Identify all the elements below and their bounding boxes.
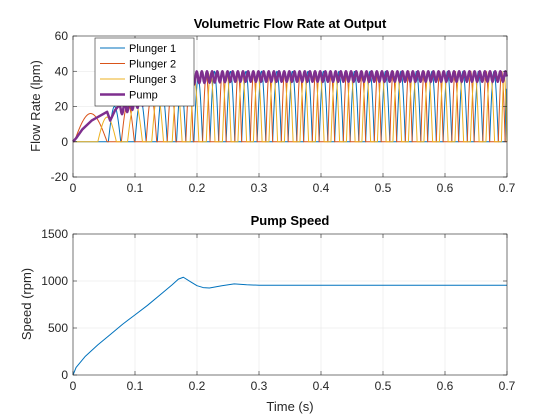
pump-speed-x-tick-label: 0.7	[499, 379, 516, 393]
flow-rate-x-tick-label: 0.2	[189, 181, 206, 195]
flow-rate-y-tick-label: 0	[61, 135, 68, 149]
pump-speed-y-tick-label: 1000	[41, 274, 68, 288]
flow-rate-legend: Plunger 1 Plunger 2 Plunger 3 Pump	[94, 37, 195, 107]
flow-rate-x-tick-label: 0.4	[313, 181, 330, 195]
flow-rate-y-axis-label: Flow Rate (lpm)	[28, 60, 43, 152]
flow-rate-y-tick-label: 40	[55, 64, 69, 78]
pump-speed-y-axis-label: Speed (rpm)	[19, 268, 34, 340]
pump-speed-title: Pump Speed	[251, 213, 330, 228]
flow-rate-x-tick-label: 0.6	[437, 181, 454, 195]
flow-rate-x-tick-label: 0.7	[499, 181, 516, 195]
pump-speed-ticks: 0 0.1 0.2 0.3 0.4 0.5 0.6 0.7 0 500 1000 1500	[41, 227, 515, 393]
pump-speed-series	[72, 276, 507, 376]
flow-rate-x-tick-label: 0	[70, 181, 77, 195]
flow-rate-y-tick-label: -20	[51, 170, 69, 184]
flow-rate-x-tick-label: 0.3	[251, 181, 268, 195]
pump-speed-plot-area	[73, 234, 507, 375]
pump-speed-axes-box	[72, 233, 508, 376]
flow-rate-title: Volumetric Flow Rate at Output	[194, 16, 387, 31]
flow-rate-y-tick-label: 60	[55, 29, 69, 43]
legend-label-plunger-2: Plunger 2	[129, 59, 176, 71]
legend-label-plunger-3: Plunger 3	[129, 74, 176, 86]
flow-rate-series-plunger-3	[73, 70, 508, 143]
pump-speed-y-tick-label: 1500	[41, 227, 68, 241]
pump-speed-x-tick-label: 0.5	[375, 379, 392, 393]
legend-label-plunger-1: Plunger 1	[129, 43, 176, 55]
pump-speed-series-line	[72, 276, 507, 376]
pump-speed-x-tick-label: 0.3	[251, 379, 268, 393]
pump-speed-y-tick-label: 500	[48, 321, 68, 335]
pump-speed-x-tick-label: 0	[70, 379, 77, 393]
pump-speed-x-tick-label: 0.6	[437, 379, 454, 393]
legend-label-pump: Pump	[129, 90, 158, 102]
flow-rate-x-tick-label: 0.1	[127, 181, 144, 195]
pump-speed-x-tick-label: 0.4	[313, 379, 330, 393]
pump-speed-y-tick-label: 0	[61, 368, 68, 382]
flow-rate-y-tick-label: 20	[55, 100, 69, 114]
pump-speed-x-tick-label: 0.1	[127, 379, 144, 393]
pump-speed-x-tick-label: 0.2	[189, 379, 206, 393]
x-axis-label: Time (s)	[266, 399, 313, 414]
pump-speed-axes: 0 0.1 0.2 0.3 0.4 0.5 0.6 0.7 0 500 1000 1500 Pump …	[19, 213, 516, 414]
flow-rate-x-tick-label: 0.5	[375, 181, 392, 195]
